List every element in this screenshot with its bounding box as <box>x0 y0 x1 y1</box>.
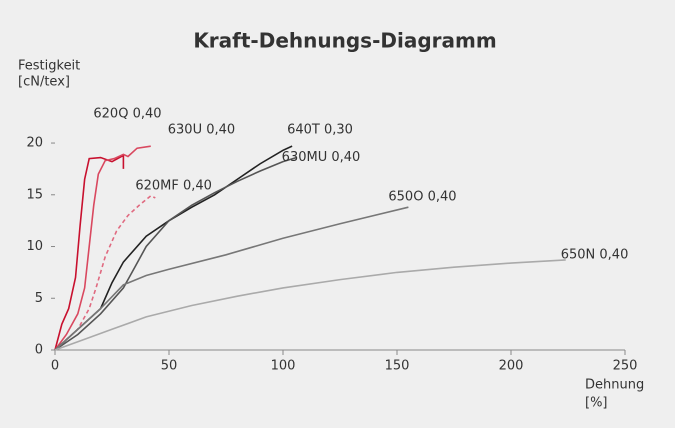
series-label: 630U 0,40 <box>168 123 235 138</box>
x-tick-label: 50 <box>161 359 178 374</box>
series-label: 620Q 0,40 <box>93 106 161 121</box>
y-axis-label: [cN/tex] <box>18 75 70 90</box>
series-line <box>54 259 566 351</box>
series-line <box>54 194 156 351</box>
x-axis-label: Dehnung <box>585 378 644 393</box>
y-tick-label: 10 <box>26 239 43 254</box>
series-label: 650N 0,40 <box>561 247 629 262</box>
x-axis-label: [%] <box>585 396 608 411</box>
series-line <box>54 145 151 351</box>
x-tick-label: 100 <box>271 359 296 374</box>
series-line <box>54 156 297 351</box>
series-label: 640T 0,30 <box>287 123 353 138</box>
series-label: 630MU 0,40 <box>282 150 361 165</box>
series-line <box>54 206 409 351</box>
series-label: 650O 0,40 <box>388 190 456 205</box>
series-line <box>54 154 125 351</box>
x-tick-label: 0 <box>51 359 59 374</box>
y-tick-label: 20 <box>26 136 43 151</box>
y-tick-label: 5 <box>35 291 43 306</box>
x-tick-label: 250 <box>613 359 638 374</box>
y-tick-label: 15 <box>26 187 43 202</box>
x-tick-label: 150 <box>385 359 410 374</box>
y-axis-label: Festigkeit <box>18 59 80 74</box>
series-label: 620MF 0,40 <box>135 178 212 193</box>
y-tick-label: 0 <box>35 343 43 358</box>
chart-title: Kraft-Dehnungs-Diagramm <box>193 29 496 53</box>
x-tick-label: 200 <box>499 359 524 374</box>
